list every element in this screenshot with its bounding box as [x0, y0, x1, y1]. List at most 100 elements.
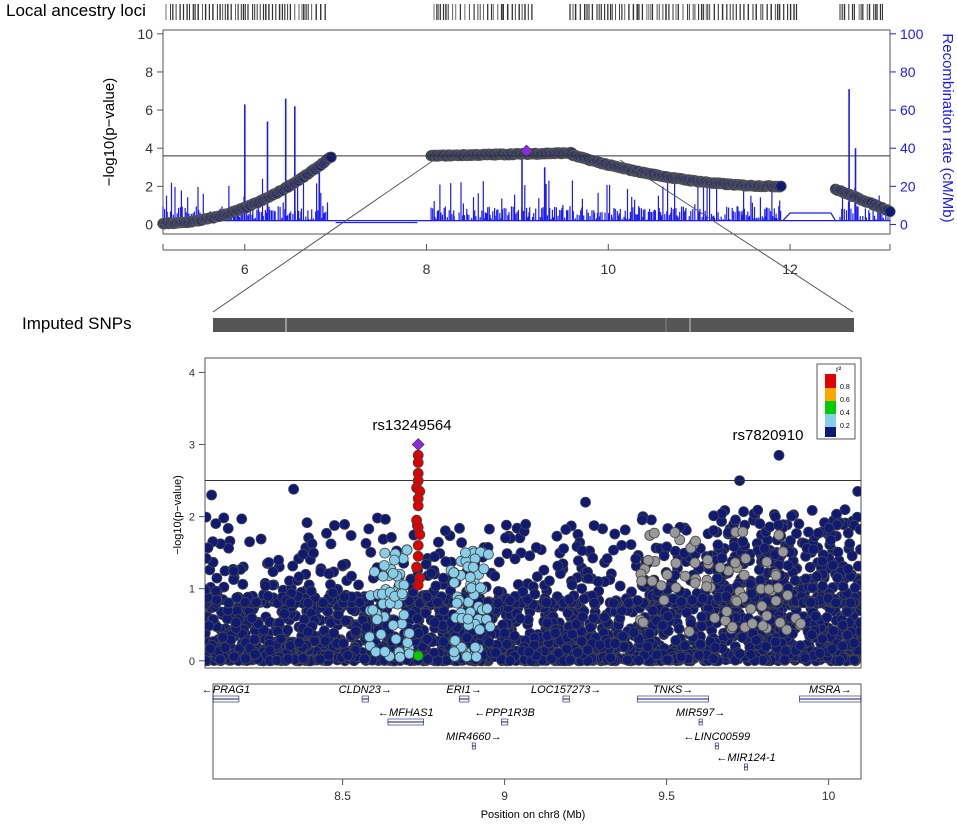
- bottom-snp-point: [806, 504, 818, 516]
- bottom-snp-point: [544, 575, 555, 587]
- gene-exon: [501, 718, 509, 726]
- bottom-top-snp: [773, 449, 785, 461]
- bottom-snp-point: [342, 650, 354, 661]
- bottom-snp-grey: [702, 554, 714, 566]
- bottom-snp-grey: [731, 595, 743, 607]
- bottom-snp-point: [812, 527, 824, 539]
- bottom-snp-point: [842, 563, 854, 575]
- bottom-snp-point: [817, 633, 828, 645]
- bottom-snp-point: [566, 579, 578, 591]
- bottom-snp-red: [411, 561, 423, 573]
- bottom-snp-point: [558, 543, 569, 554]
- bottom-snp-lightblue: [375, 629, 387, 640]
- bottom-snp-point: [709, 642, 721, 653]
- top-ytick-label: 2: [145, 178, 153, 194]
- bottom-snp-points: [205, 449, 861, 667]
- bottom-snp-point: [712, 539, 724, 551]
- bottom-snp-point: [577, 611, 589, 623]
- bottom-snp-lightblue: [398, 579, 410, 591]
- legend-swatch-green: [825, 401, 836, 414]
- r2-legend: r² 0.8 0.6 0.4 0.2: [816, 363, 856, 440]
- bottom-snp-lightblue: [478, 563, 490, 575]
- bottom-lead-snp: [411, 438, 425, 451]
- bottom-snp-grey: [714, 562, 726, 573]
- top-y2tick-label: 40: [900, 140, 916, 156]
- bottom-snp-lightblue: [387, 619, 399, 631]
- bottom-snp-point: [614, 580, 626, 592]
- gene-label: LOC157273→: [531, 684, 601, 696]
- bottom-snp-red: [412, 500, 424, 512]
- bottom-snp-grey: [670, 557, 682, 569]
- bottom-snp-point: [205, 553, 212, 564]
- bottom-snp-point: [646, 514, 657, 526]
- top-ylabel: −log10(p−value): [101, 78, 118, 186]
- top-ytick-label: 4: [145, 140, 153, 156]
- bottom-snp-point: [205, 620, 215, 632]
- bottom-snp-lightblue: [378, 560, 390, 571]
- bottom-snp-grey: [642, 554, 654, 566]
- bottom-snp-grey: [747, 618, 758, 629]
- gene-exon: [744, 763, 748, 771]
- bottom-snp-grey: [669, 527, 681, 538]
- bottom-snp-point: [670, 545, 681, 557]
- bottom-snp-point: [647, 605, 659, 617]
- bottom-highlight-points: [411, 438, 426, 662]
- bottom-snp-point: [439, 525, 451, 537]
- bottom-snp-point: [563, 594, 575, 605]
- bottom-snp-point: [501, 638, 513, 650]
- bottom-snp-point: [531, 571, 543, 582]
- bottom-snp-point: [429, 617, 440, 628]
- bottom-snp-grey: [727, 621, 738, 633]
- gene-label: ←LINC00599: [683, 731, 750, 743]
- bottom-snp-point: [609, 638, 621, 649]
- bottom-snp-point: [657, 620, 668, 631]
- gene-exon: [799, 695, 862, 703]
- bottom-snp-point: [752, 504, 764, 516]
- recombination-trace: [162, 89, 890, 224]
- bottom-snp-point: [214, 654, 226, 665]
- bottom-snp-point: [830, 597, 842, 609]
- bottom-snp-point: [385, 532, 397, 543]
- gene-label: ←MIR124-1: [716, 752, 775, 764]
- bottom-snp-point: [509, 630, 520, 642]
- bottom-snp-point: [673, 623, 685, 635]
- gene-label: ←PPP1R3B: [474, 707, 535, 719]
- bottom-snp-point: [810, 611, 821, 622]
- bottom-snp-point: [501, 548, 513, 559]
- bottom-snp-point: [794, 640, 806, 652]
- bottom-snp-point: [816, 555, 828, 567]
- bottom-ytick-label: 4: [189, 367, 195, 379]
- bottom-snp-red: [412, 579, 424, 591]
- bottom-top-snp: [206, 489, 218, 501]
- bottom-snp-point: [686, 594, 698, 606]
- bottom-snp-point: [239, 596, 251, 608]
- bottom-snp-green: [412, 650, 424, 662]
- bottom-snp-point: [205, 511, 212, 523]
- bottom-snp-point: [572, 647, 583, 658]
- bottom-snp-lightblue: [403, 648, 415, 660]
- bottom-snp-grey: [709, 612, 721, 624]
- bottom-snp-lightblue: [448, 567, 460, 579]
- bottom-snp-point: [662, 654, 673, 666]
- bottom-snp-point: [218, 512, 230, 524]
- bottom-snp-point: [594, 639, 606, 651]
- bottom-snp-point: [255, 533, 267, 545]
- bottom-snp-point: [360, 538, 372, 549]
- bottom-snp-point: [420, 607, 432, 619]
- recomb-flat-block: [782, 212, 836, 222]
- bottom-snp-point: [323, 568, 335, 580]
- bottom-snp-point: [814, 647, 826, 659]
- bottom-snp-lightblue: [379, 547, 391, 559]
- bottom-snp-point: [786, 510, 797, 522]
- bottom-snp-point: [605, 652, 616, 664]
- bottom-snp-lightblue: [377, 570, 389, 582]
- bottom-snp-point: [834, 655, 846, 666]
- bottom-snp-grey: [761, 556, 773, 568]
- bottom-snp-grey: [683, 626, 695, 637]
- bottom-snp-point: [354, 596, 366, 608]
- bottom-snp-point: [293, 571, 305, 583]
- bottom-snp-point: [230, 617, 242, 628]
- gene-label: CLDN23→: [339, 684, 392, 696]
- bottom-snp-point: [804, 561, 816, 573]
- bottom-snp-point: [852, 560, 861, 572]
